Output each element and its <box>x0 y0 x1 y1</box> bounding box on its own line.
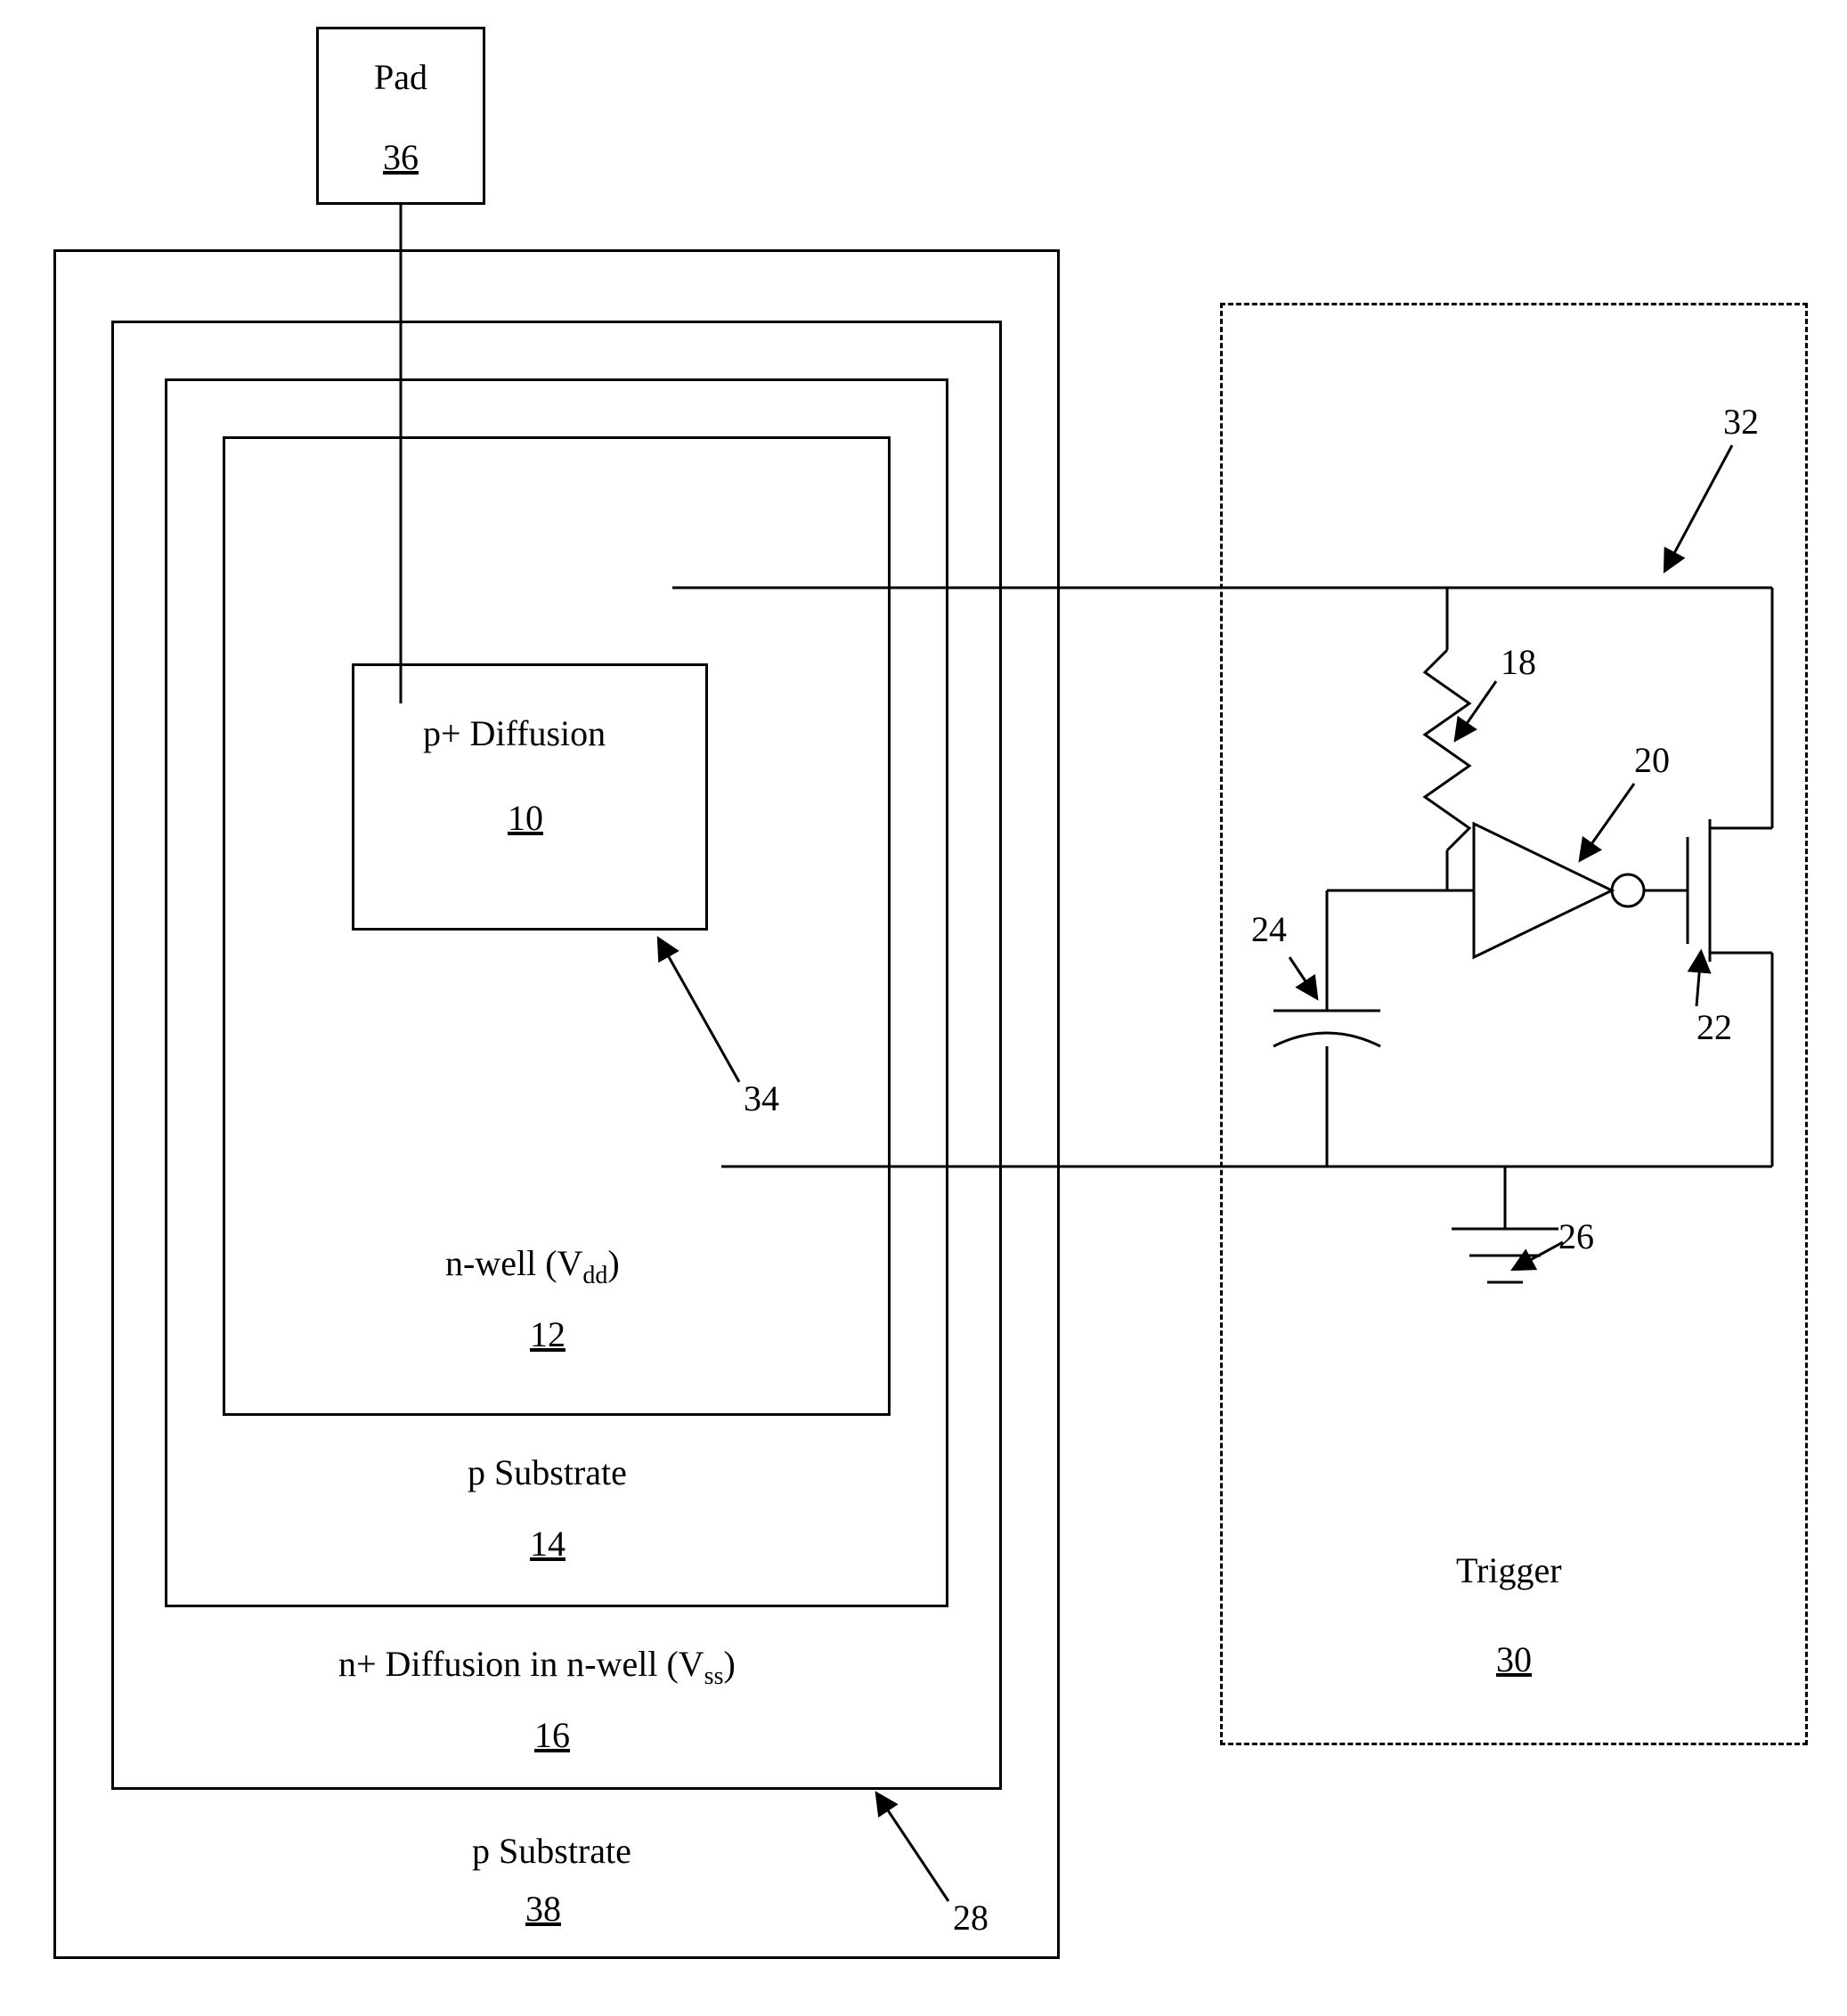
trigger-label: Trigger <box>1456 1549 1562 1591</box>
outer-substrate-label: p Substrate <box>472 1830 631 1872</box>
ring2-num: 14 <box>530 1523 565 1565</box>
pad-box: Pad 36 <box>316 27 485 205</box>
ref-32: 32 <box>1723 401 1759 443</box>
ring3-label: n-well (Vdd) <box>445 1242 620 1290</box>
pad-num: 36 <box>383 136 419 178</box>
ref-34: 34 <box>744 1077 779 1119</box>
diagram-canvas: Pad 36 p Substrate 38 n+ Diffusion in n-… <box>0 0 1847 2016</box>
ref-28: 28 <box>953 1897 989 1939</box>
ring2-label: p Substrate <box>468 1451 627 1493</box>
ref-20: 20 <box>1634 739 1670 781</box>
inner-diffusion-label: p+ Diffusion <box>423 712 606 754</box>
inner-diffusion-num: 10 <box>508 797 543 839</box>
ref-26: 26 <box>1558 1215 1594 1257</box>
pad-label: Pad <box>374 56 427 98</box>
ref-24: 24 <box>1251 908 1287 950</box>
outer-substrate-num: 38 <box>525 1888 561 1930</box>
ring1-label: n+ Diffusion in n-well (Vss) <box>338 1643 736 1691</box>
ring3-num: 12 <box>530 1313 565 1355</box>
trigger-num: 30 <box>1496 1638 1532 1680</box>
ref-18: 18 <box>1501 641 1536 683</box>
ref-22: 22 <box>1696 1006 1732 1048</box>
ring1-num: 16 <box>534 1714 570 1756</box>
